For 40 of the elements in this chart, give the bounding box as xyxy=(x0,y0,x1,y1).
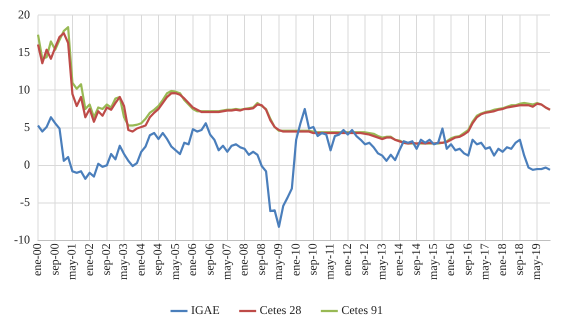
x-tick-label: sep-00 xyxy=(47,243,62,276)
x-tick-label: sep-06 xyxy=(202,243,216,276)
y-tick-label: 20 xyxy=(18,7,30,22)
y-tick-label: 5 xyxy=(24,120,30,134)
x-tick-label: ene-08 xyxy=(236,243,251,276)
x-tick-label: ene-12 xyxy=(340,243,354,276)
x-tick-label: may-17 xyxy=(478,243,492,280)
legend-label: Cetes 28 xyxy=(260,303,302,318)
x-tick-label: sep-18 xyxy=(512,243,526,276)
x-tick-label: may-19 xyxy=(529,243,544,280)
x-tick-label: ene-14 xyxy=(392,243,406,276)
x-tick-label: ene-10 xyxy=(288,243,302,276)
x-tick-label: ene-16 xyxy=(443,243,458,276)
y-tick-label: -5 xyxy=(20,194,30,209)
x-tick-label: may-09 xyxy=(271,243,286,280)
x-tick-label: sep-10 xyxy=(306,243,320,276)
x-tick-label: sep-04 xyxy=(150,243,165,276)
x-tick-label: sep-16 xyxy=(460,243,474,276)
x-tick-label: may-03 xyxy=(116,243,130,280)
x-tick-label: sep-12 xyxy=(357,243,372,276)
y-tick-label: 0 xyxy=(24,157,30,172)
x-tick-label: may-15 xyxy=(426,243,440,280)
x-tick-label: sep-02 xyxy=(98,243,113,276)
x-tick-label: may-05 xyxy=(168,243,182,280)
x-tick-label: may-01 xyxy=(64,243,79,280)
y-tick-label: 10 xyxy=(18,82,30,96)
x-tick-label: may-11 xyxy=(322,243,337,280)
x-tick-label: may-13 xyxy=(374,243,388,280)
x-tick-label: ene-00 xyxy=(30,243,44,276)
x-tick-label: sep-14 xyxy=(408,243,423,276)
x-tick-label: may-07 xyxy=(219,243,234,280)
x-tick-label: sep-08 xyxy=(254,243,268,276)
x-tick-label: ene-04 xyxy=(133,243,148,276)
y-tick-label: 15 xyxy=(18,44,30,59)
x-tick-label: ene-18 xyxy=(494,243,509,276)
y-tick-label: -10 xyxy=(14,232,30,246)
x-tick-label: ene-02 xyxy=(82,243,96,276)
legend-label: Cetes 91 xyxy=(341,303,383,318)
x-tick-label: ene-06 xyxy=(185,243,200,276)
legend-label: IGAE xyxy=(191,303,220,318)
